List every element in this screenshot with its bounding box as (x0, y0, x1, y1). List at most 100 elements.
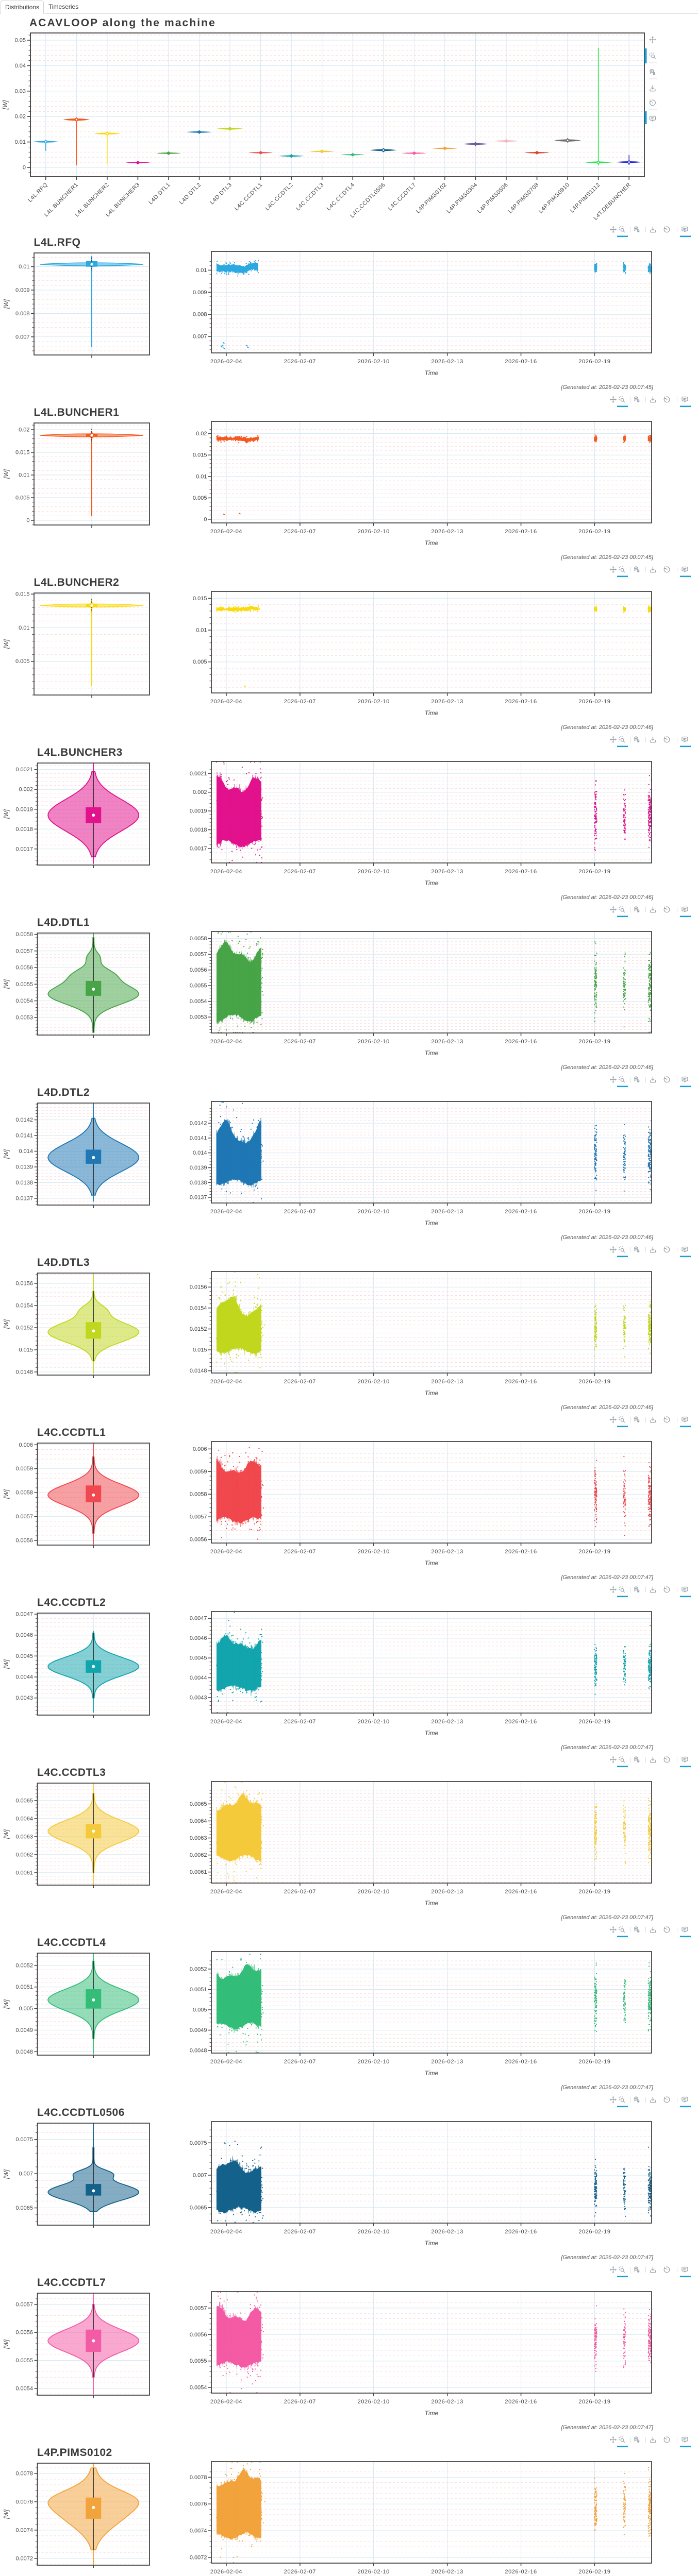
svg-text:0.0154: 0.0154 (190, 1305, 207, 1311)
svg-text:0.01: 0.01 (196, 473, 207, 480)
svg-text:2026-02-19: 2026-02-19 (578, 2059, 610, 2065)
svg-text:0.0057: 0.0057 (15, 948, 33, 954)
svg-text:0.0019: 0.0019 (190, 808, 207, 815)
svg-text:0.0062: 0.0062 (190, 1852, 207, 1858)
svg-text:Time: Time (425, 1900, 439, 1907)
svg-text:0.0141: 0.0141 (190, 1135, 207, 1141)
svg-text:[W]: [W] (3, 2169, 10, 2179)
svg-text:[W]: [W] (3, 809, 10, 819)
svg-text:2026-02-10: 2026-02-10 (358, 869, 390, 875)
svg-text:2026-02-16: 2026-02-16 (505, 1549, 537, 1555)
svg-text:0.0064: 0.0064 (190, 1818, 207, 1824)
svg-text:0.0054: 0.0054 (190, 2385, 207, 2391)
svg-text:2026-02-04: 2026-02-04 (210, 2399, 242, 2405)
svg-text:2026-02-07: 2026-02-07 (284, 1039, 316, 1045)
svg-text:0.0057: 0.0057 (190, 2305, 207, 2311)
svg-text:2026-02-04: 2026-02-04 (210, 2569, 242, 2575)
svg-text:0.0138: 0.0138 (15, 1180, 33, 1186)
svg-text:0.0017: 0.0017 (15, 846, 33, 852)
svg-text:2026-02-07: 2026-02-07 (284, 2399, 316, 2405)
svg-text:0.02: 0.02 (19, 427, 29, 433)
svg-text:2026-02-16: 2026-02-16 (505, 2229, 537, 2235)
svg-text:0.0156: 0.0156 (15, 1281, 33, 1287)
svg-text:2026-02-10: 2026-02-10 (358, 1549, 390, 1555)
svg-text:0.0021: 0.0021 (15, 767, 33, 773)
svg-text:0.008: 0.008 (193, 312, 207, 318)
svg-text:0.0076: 0.0076 (15, 2499, 33, 2505)
svg-text:2026-02-16: 2026-02-16 (505, 529, 537, 535)
svg-text:0.0072: 0.0072 (190, 2555, 207, 2561)
svg-text:0.002: 0.002 (19, 787, 33, 793)
svg-text:2026-02-07: 2026-02-07 (284, 1379, 316, 1385)
svg-text:0.0053: 0.0053 (190, 1014, 207, 1021)
svg-text:L4P.PIMS0910: L4P.PIMS0910 (538, 182, 571, 215)
svg-text:2026-02-04: 2026-02-04 (210, 1209, 242, 1215)
svg-text:0.0043: 0.0043 (190, 1694, 207, 1701)
svg-text:0.0148: 0.0148 (190, 1368, 207, 1374)
svg-text:L4L.BUNCHER1: L4L.BUNCHER1 (34, 406, 120, 418)
svg-text:L4C.CCDTL3: L4C.CCDTL3 (295, 182, 325, 212)
svg-text:0.0148: 0.0148 (15, 1369, 33, 1376)
svg-text:[Generated at: 2026-02-23 00:0: [Generated at: 2026-02-23 00:07:47] (560, 1744, 654, 1751)
svg-text:0.0019: 0.0019 (15, 806, 33, 812)
svg-text:2026-02-10: 2026-02-10 (358, 1379, 390, 1385)
svg-text:Time: Time (425, 709, 439, 717)
svg-text:2026-02-13: 2026-02-13 (431, 1379, 463, 1385)
svg-text:L4D.DTL1: L4D.DTL1 (37, 917, 90, 928)
svg-text:0.0075: 0.0075 (15, 2137, 33, 2143)
svg-text:[W]: [W] (3, 1149, 10, 1159)
svg-text:0.0045: 0.0045 (190, 1655, 207, 1662)
svg-text:0.0045: 0.0045 (15, 1653, 33, 1659)
svg-text:0.0054: 0.0054 (15, 998, 33, 1004)
svg-text:0.008: 0.008 (15, 311, 30, 317)
svg-text:L4C.CCDTL7: L4C.CCDTL7 (387, 182, 418, 212)
svg-text:0.0059: 0.0059 (15, 1466, 33, 1472)
svg-text:L4C.CCDTL2: L4C.CCDTL2 (37, 1597, 106, 1608)
svg-text:L4L.BUNCHER3: L4L.BUNCHER3 (105, 182, 141, 218)
svg-text:2026-02-10: 2026-02-10 (358, 2229, 390, 2235)
svg-text:[Generated at: 2026-02-23 00:0: [Generated at: 2026-02-23 00:07:46] (560, 724, 654, 731)
svg-text:0.01: 0.01 (196, 267, 207, 274)
svg-text:L4L.BUNCHER2: L4L.BUNCHER2 (74, 182, 110, 218)
svg-text:[W]: [W] (3, 299, 10, 309)
svg-text:0.0021: 0.0021 (190, 771, 207, 777)
svg-text:2026-02-04: 2026-02-04 (210, 699, 242, 705)
svg-text:0: 0 (23, 165, 26, 171)
svg-text:L4C.CCDTL2: L4C.CCDTL2 (264, 182, 295, 212)
svg-text:2026-02-04: 2026-02-04 (210, 1039, 242, 1045)
svg-text:2026-02-13: 2026-02-13 (431, 529, 463, 535)
svg-text:0.005: 0.005 (193, 659, 207, 665)
svg-text:0.005: 0.005 (193, 2007, 207, 2013)
svg-text:0.0137: 0.0137 (190, 1195, 207, 1201)
svg-text:2026-02-10: 2026-02-10 (358, 2059, 390, 2065)
svg-text:0.0074: 0.0074 (15, 2527, 33, 2533)
svg-text:2026-02-04: 2026-02-04 (210, 359, 242, 365)
svg-text:2026-02-13: 2026-02-13 (431, 1549, 463, 1555)
svg-text:L4P.PIMS0102: L4P.PIMS0102 (415, 182, 448, 215)
svg-text:2026-02-10: 2026-02-10 (358, 2569, 390, 2575)
svg-text:L4L.RFQ: L4L.RFQ (27, 182, 49, 204)
svg-text:0.0141: 0.0141 (15, 1133, 33, 1139)
svg-text:0.015: 0.015 (15, 591, 30, 598)
svg-text:[W]: [W] (3, 2339, 10, 2349)
svg-text:[Generated at: 2026-02-23 00:0: [Generated at: 2026-02-23 00:07:46] (560, 1404, 654, 1411)
svg-text:0.0057: 0.0057 (15, 2301, 33, 2308)
svg-text:0.007: 0.007 (19, 2171, 33, 2177)
svg-text:2026-02-13: 2026-02-13 (431, 2229, 463, 2235)
svg-text:0.015: 0.015 (193, 1347, 207, 1353)
svg-text:0.0047: 0.0047 (15, 1612, 33, 1618)
svg-text:2026-02-04: 2026-02-04 (210, 2229, 242, 2235)
svg-text:2026-02-07: 2026-02-07 (284, 1549, 316, 1555)
svg-text:2026-02-16: 2026-02-16 (505, 1039, 537, 1045)
svg-text:2026-02-07: 2026-02-07 (284, 529, 316, 535)
svg-text:0.0065: 0.0065 (190, 2205, 207, 2211)
svg-text:2026-02-04: 2026-02-04 (210, 1719, 242, 1725)
svg-text:0.0046: 0.0046 (15, 1632, 33, 1638)
svg-text:2026-02-04: 2026-02-04 (210, 2059, 242, 2065)
svg-text:[W]: [W] (3, 1319, 10, 1329)
svg-text:2026-02-16: 2026-02-16 (505, 1719, 537, 1725)
svg-text:0.0052: 0.0052 (15, 1962, 33, 1969)
svg-text:[W]: [W] (3, 1999, 10, 2009)
svg-text:0.0072: 0.0072 (15, 2555, 33, 2562)
svg-text:[Generated at: 2026-02-23 00:0: [Generated at: 2026-02-23 00:07:45] (560, 384, 654, 391)
